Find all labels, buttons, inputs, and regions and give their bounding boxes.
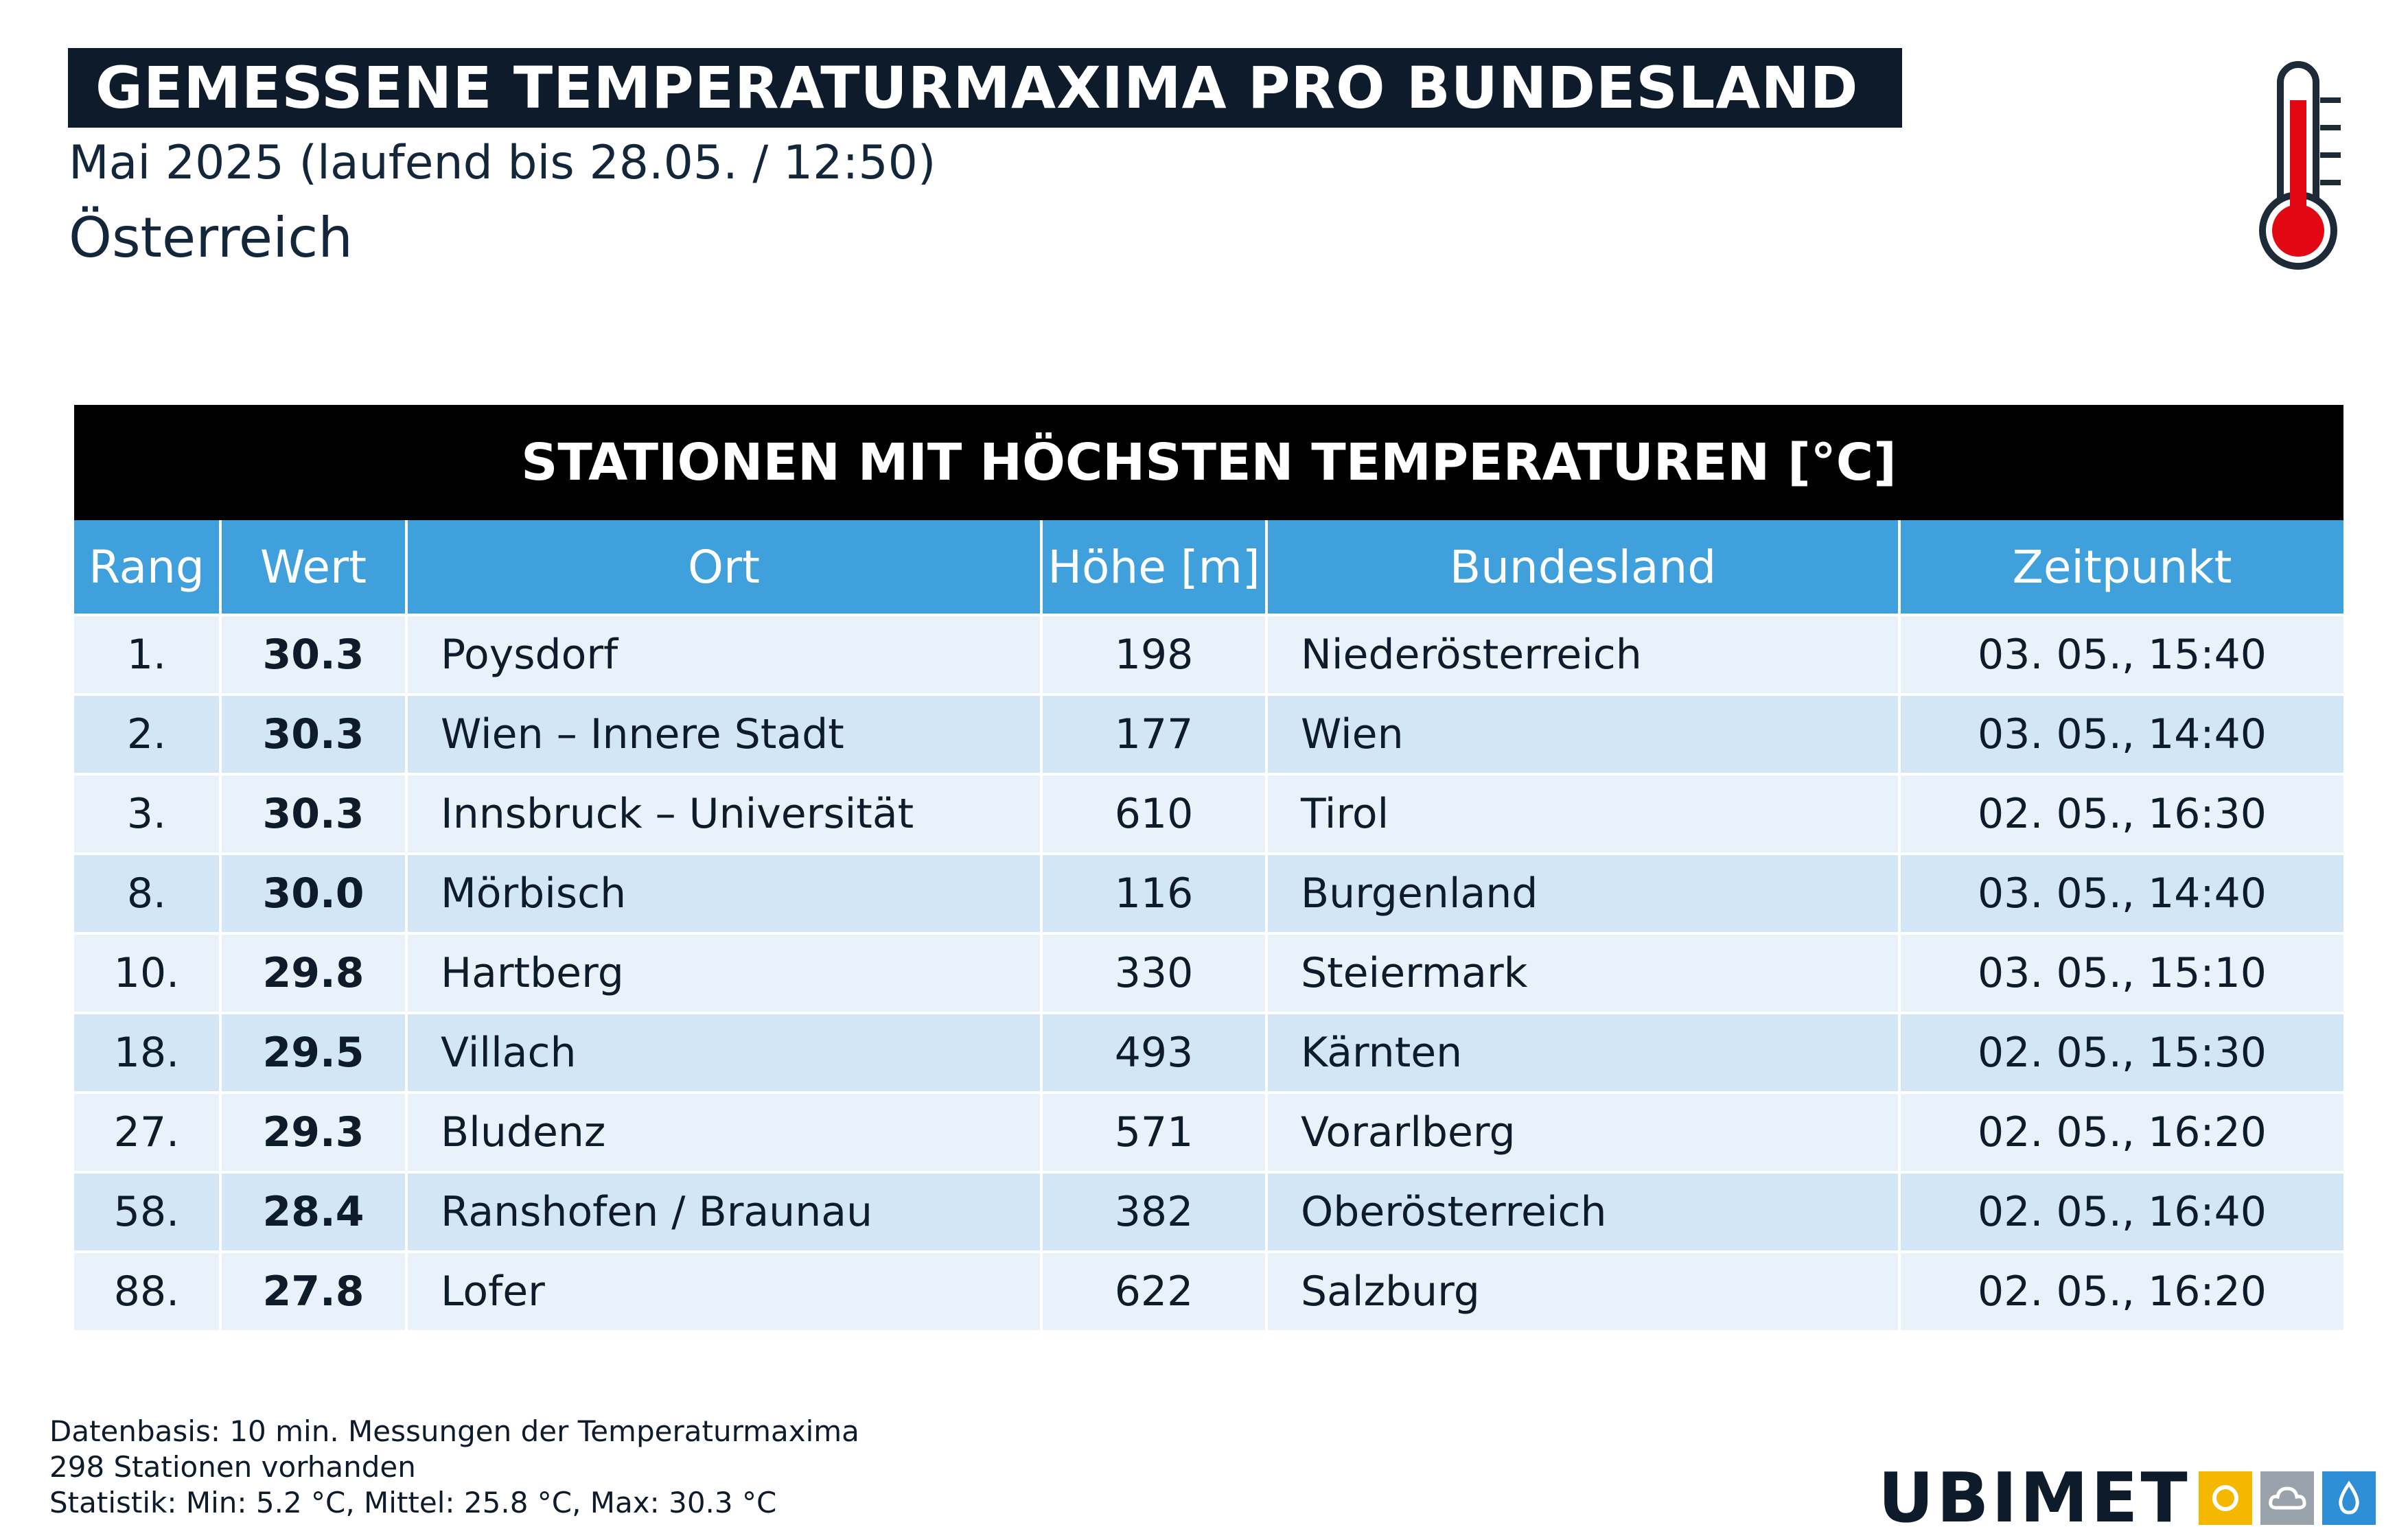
cloud-icon — [2260, 1471, 2314, 1525]
cell-state: Wien — [1266, 693, 1901, 774]
table-row: 88. 27.8 Lofer 622 Salzburg 02. 05., 16:20 — [74, 1250, 2343, 1330]
sun-icon — [2198, 1471, 2252, 1525]
cell-value: 28.4 — [220, 1171, 408, 1252]
table-row: 8. 30.0 Mörbisch 116 Burgenland 03. 05., 14:4… — [74, 852, 2343, 933]
cell-location: Lofer — [406, 1250, 1043, 1330]
cell-value: 30.3 — [220, 693, 408, 774]
cell-state: Salzburg — [1266, 1250, 1901, 1330]
cell-value: 30.3 — [220, 614, 408, 695]
table-row: 2. 30.3 Wien – Innere Stadt 177 Wien 03. 05.,… — [74, 693, 2343, 774]
cell-altitude: 198 — [1041, 614, 1268, 695]
cell-timestamp: 03. 05., 15:40 — [1899, 614, 2343, 695]
cell-value: 30.3 — [220, 773, 408, 854]
cell-altitude: 382 — [1041, 1171, 1268, 1252]
table-row: 27. 29.3 Bludenz 571 Vorarlberg 02. 05., 16:2… — [74, 1091, 2343, 1172]
cell-timestamp: 03. 05., 14:40 — [1899, 693, 2343, 774]
cell-value: 27.8 — [220, 1250, 408, 1330]
column-header-rang: Rang — [74, 520, 222, 615]
cell-location: Ranshofen / Braunau — [406, 1171, 1043, 1252]
cell-altitude: 493 — [1041, 1012, 1268, 1093]
table-row: 18. 29.5 Villach 493 Kärnten 02. 05., 15:30 — [74, 1012, 2343, 1093]
thermometer-icon — [2259, 61, 2341, 270]
table-caption: STATIONEN MIT HÖCHSTEN TEMPERATUREN [°C] — [74, 405, 2343, 520]
cell-rank: 27. — [74, 1091, 222, 1172]
column-header-zeitpunkt: Zeitpunkt — [1899, 520, 2343, 615]
cell-timestamp: 02. 05., 16:30 — [1899, 773, 2343, 854]
cell-location: Hartberg — [406, 932, 1043, 1013]
table-row: 1. 30.3 Poysdorf 198 Niederösterreich 03. 05.… — [74, 614, 2343, 695]
ubimet-logo: UBIMET — [1878, 1458, 2376, 1538]
cell-location: Bludenz — [406, 1091, 1043, 1172]
cell-altitude: 610 — [1041, 773, 1268, 854]
cell-rank: 1. — [74, 614, 222, 695]
cell-rank: 3. — [74, 773, 222, 854]
drop-icon — [2322, 1471, 2376, 1525]
cell-timestamp: 02. 05., 16:40 — [1899, 1171, 2343, 1252]
footer-data-basis: Datenbasis: 10 min. Messungen der Temper… — [49, 1414, 859, 1448]
table-row: 3. 30.3 Innsbruck – Universität 610 Tirol 02.… — [74, 773, 2343, 854]
stations-table: Rang Wert Ort Höhe [m] Bundesland Zeitpu… — [74, 520, 2343, 1330]
cell-altitude: 177 — [1041, 693, 1268, 774]
cell-timestamp: 03. 05., 14:40 — [1899, 852, 2343, 933]
cell-timestamp: 03. 05., 15:10 — [1899, 932, 2343, 1013]
cell-altitude: 330 — [1041, 932, 1268, 1013]
cell-altitude: 622 — [1041, 1250, 1268, 1330]
table-header-row: Rang Wert Ort Höhe [m] Bundesland Zeitpu… — [74, 520, 2343, 615]
cell-state: Kärnten — [1266, 1012, 1901, 1093]
table-row: 58. 28.4 Ranshofen / Braunau 382 Oberösterre… — [74, 1171, 2343, 1252]
cell-state: Steiermark — [1266, 932, 1901, 1013]
subtitle: Mai 2025 (laufend bis 28.05. / 12:50) — [69, 136, 936, 190]
cell-rank: 88. — [74, 1250, 222, 1330]
cell-value: 29.5 — [220, 1012, 408, 1093]
cell-value: 29.3 — [220, 1091, 408, 1172]
column-header-ort: Ort — [406, 520, 1043, 615]
cell-rank: 18. — [74, 1012, 222, 1093]
cell-value: 30.0 — [220, 852, 408, 933]
cell-location: Mörbisch — [406, 852, 1043, 933]
cell-timestamp: 02. 05., 16:20 — [1899, 1250, 2343, 1330]
cell-rank: 58. — [74, 1171, 222, 1252]
table-caption-text: STATIONEN MIT HÖCHSTEN TEMPERATUREN [°C] — [521, 433, 1897, 492]
cell-altitude: 571 — [1041, 1091, 1268, 1172]
cell-altitude: 116 — [1041, 852, 1268, 933]
cell-timestamp: 02. 05., 15:30 — [1899, 1012, 2343, 1093]
cell-rank: 10. — [74, 932, 222, 1013]
column-header-bundesland: Bundesland — [1266, 520, 1901, 615]
column-header-wert: Wert — [220, 520, 408, 615]
region-label: Österreich — [69, 206, 353, 270]
cell-rank: 8. — [74, 852, 222, 933]
footer-station-count: 298 Stationen vorhanden — [49, 1450, 416, 1484]
cell-value: 29.8 — [220, 932, 408, 1013]
cell-state: Vorarlberg — [1266, 1091, 1901, 1172]
cell-location: Wien – Innere Stadt — [406, 693, 1043, 774]
footer-statistics: Statistik: Min: 5.2 °C, Mittel: 25.8 °C,… — [49, 1486, 777, 1519]
cell-state: Tirol — [1266, 773, 1901, 854]
table-row: 10. 29.8 Hartberg 330 Steiermark 03. 05., 15:… — [74, 932, 2343, 1013]
cell-timestamp: 02. 05., 16:20 — [1899, 1091, 2343, 1172]
column-header-hoehe: Höhe [m] — [1041, 520, 1268, 615]
cell-state: Niederösterreich — [1266, 614, 1901, 695]
cell-location: Poysdorf — [406, 614, 1043, 695]
logo-text: UBIMET — [1878, 1458, 2190, 1538]
cell-rank: 2. — [74, 693, 222, 774]
stations-table-container: STATIONEN MIT HÖCHSTEN TEMPERATUREN [°C]… — [74, 405, 2343, 1330]
cell-location: Innsbruck – Universität — [406, 773, 1043, 854]
title-banner: GEMESSENE TEMPERATURMAXIMA PRO BUNDESLAN… — [68, 48, 1902, 128]
cell-state: Burgenland — [1266, 852, 1901, 933]
cell-state: Oberösterreich — [1266, 1171, 1901, 1252]
footer-notes: Datenbasis: 10 min. Messungen der Temper… — [49, 1414, 859, 1521]
cell-location: Villach — [406, 1012, 1043, 1093]
page-title: GEMESSENE TEMPERATURMAXIMA PRO BUNDESLAN… — [95, 54, 1859, 121]
